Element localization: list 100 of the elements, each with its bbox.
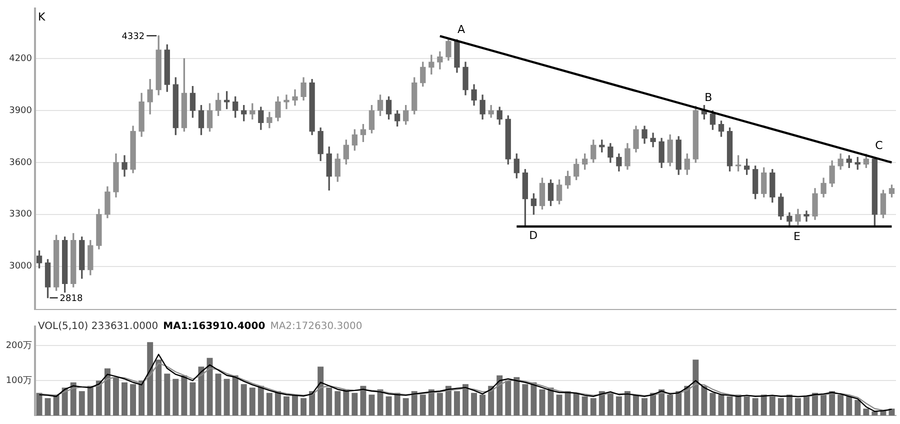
bar [300, 398, 307, 416]
bar [402, 398, 409, 416]
bar [786, 394, 792, 416]
bar [616, 396, 622, 416]
bar [564, 391, 571, 416]
bar [514, 377, 520, 416]
bar [582, 396, 588, 416]
bar [794, 398, 801, 416]
bar [198, 366, 204, 416]
bar [522, 384, 528, 416]
bar [156, 360, 162, 416]
annotation: A [457, 22, 466, 36]
bar [436, 392, 443, 416]
bar [676, 391, 682, 416]
bar [718, 394, 724, 416]
bar [624, 391, 630, 416]
bar [505, 380, 512, 416]
bar [113, 377, 119, 416]
bar [752, 398, 758, 416]
bar [87, 386, 94, 416]
y-tick-label: 3000 [9, 262, 32, 272]
bar [394, 392, 400, 416]
bar [692, 360, 699, 416]
bar [838, 394, 844, 416]
bar [343, 389, 350, 416]
annotation: K [38, 10, 46, 24]
bar [863, 408, 870, 416]
bar [846, 396, 852, 416]
y-tick-label: 200万 [6, 340, 32, 351]
bar [44, 398, 51, 416]
bar [445, 386, 452, 416]
y-tick-label: 3300 [9, 210, 32, 220]
bar [598, 391, 605, 416]
bar [283, 396, 290, 416]
bar [96, 380, 102, 416]
bar [232, 375, 238, 416]
bar [454, 391, 460, 416]
bar [292, 394, 298, 416]
bar [172, 378, 179, 416]
bar [360, 386, 366, 416]
bar [462, 384, 468, 416]
bar [164, 374, 170, 416]
bar [386, 396, 392, 416]
bar [318, 366, 324, 416]
y-tick-label: 4200 [9, 54, 32, 64]
bar [70, 382, 76, 416]
bar [249, 388, 256, 416]
bar [642, 398, 648, 416]
bar [539, 389, 546, 416]
bar [147, 342, 154, 416]
bar [735, 394, 742, 416]
bar [352, 392, 358, 416]
bar [590, 398, 596, 416]
bar [258, 386, 264, 416]
bar [812, 392, 818, 416]
bar [130, 384, 136, 416]
bar [496, 375, 503, 416]
bar [334, 391, 341, 416]
y-tick-label: 3600 [9, 158, 32, 168]
text: MA1:163910.4000 [163, 321, 266, 332]
annotation: E [793, 230, 800, 244]
bar [607, 392, 614, 416]
bar [804, 396, 810, 416]
y-tick-label: 3900 [9, 106, 32, 116]
bar [326, 388, 332, 416]
bar [62, 388, 68, 416]
bar [633, 394, 639, 416]
bar [769, 396, 776, 416]
annotation: C [875, 139, 884, 152]
bar [573, 392, 580, 416]
bar [53, 394, 60, 416]
bar [701, 386, 708, 416]
bar [684, 386, 690, 416]
bar [778, 398, 784, 416]
bar [138, 380, 145, 416]
bar [104, 368, 110, 416]
bar [78, 391, 85, 416]
annotation: 4332 [122, 32, 145, 42]
bar [744, 396, 750, 416]
bar [480, 394, 486, 416]
bar [760, 394, 767, 416]
chart-title: VOL(5,10) 233631.0000 [38, 321, 158, 332]
bar [309, 391, 316, 416]
bar [726, 396, 733, 416]
bar [190, 382, 196, 416]
bar [274, 391, 281, 416]
bar [181, 375, 188, 416]
bar [650, 392, 656, 416]
bar [658, 389, 665, 416]
bar [266, 392, 272, 416]
bar [428, 389, 434, 416]
bar [854, 400, 861, 416]
annotation: D [529, 229, 538, 242]
bar [122, 382, 128, 416]
text: MA2:172630.3000 [270, 321, 362, 332]
bar [368, 394, 375, 416]
bar [471, 392, 478, 416]
annotation: B [704, 91, 712, 104]
bar [224, 378, 230, 416]
bar [240, 384, 247, 416]
